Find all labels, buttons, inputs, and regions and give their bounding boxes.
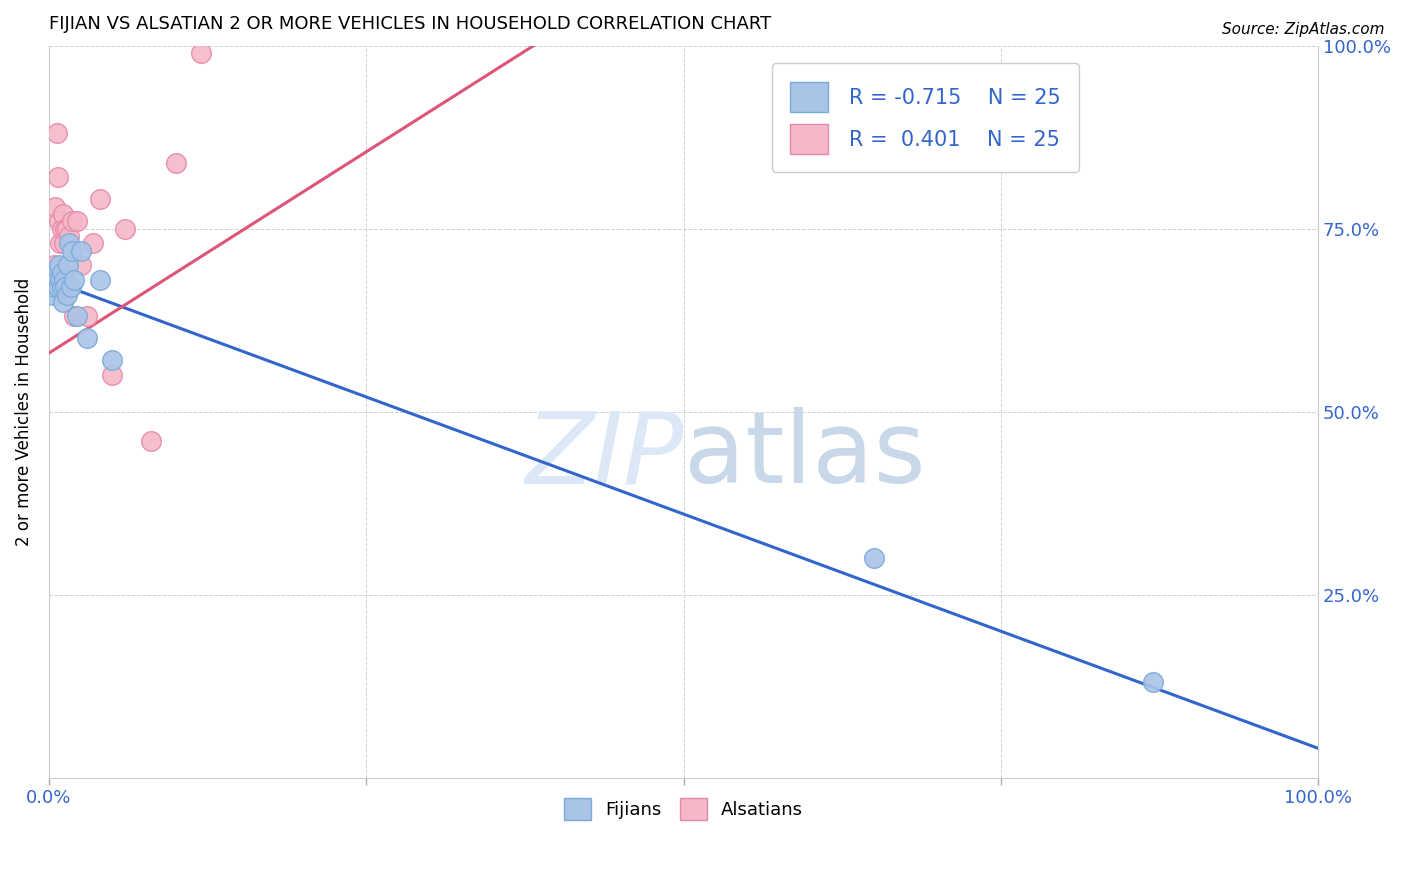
- Point: [63, 310, 86, 324]
- Point: [69, 258, 91, 272]
- Legend: Fijians, Alsatians: Fijians, Alsatians: [557, 790, 810, 827]
- Point: [46, 280, 69, 294]
- Point: [42, 280, 65, 294]
- Point: [48, 214, 70, 228]
- Point: [45, 127, 67, 141]
- Point: [52, 294, 75, 309]
- Point: [55, 287, 77, 301]
- Point: [58, 236, 80, 251]
- Point: [63, 273, 86, 287]
- Point: [56, 258, 79, 272]
- Y-axis label: 2 or more Vehicles in Household: 2 or more Vehicles in Household: [15, 277, 32, 546]
- Point: [55, 280, 77, 294]
- Point: [101, 353, 124, 368]
- Point: [42, 287, 65, 301]
- Point: [53, 236, 76, 251]
- Point: [49, 273, 72, 287]
- Point: [51, 280, 73, 294]
- Point: [89, 193, 111, 207]
- Point: [101, 368, 124, 382]
- Point: [44, 266, 66, 280]
- Point: [66, 310, 89, 324]
- Point: [190, 45, 212, 60]
- Point: [49, 236, 72, 251]
- Point: [89, 273, 111, 287]
- Point: [82, 236, 104, 251]
- Point: [45, 273, 67, 287]
- Point: [114, 221, 136, 235]
- Point: [53, 273, 76, 287]
- Point: [66, 214, 89, 228]
- Point: [165, 155, 187, 169]
- Text: Source: ZipAtlas.com: Source: ZipAtlas.com: [1222, 22, 1385, 37]
- Text: atlas: atlas: [683, 407, 925, 504]
- Point: [60, 214, 83, 228]
- Point: [44, 200, 66, 214]
- Point: [55, 221, 77, 235]
- Point: [42, 273, 65, 287]
- Text: ZIP: ZIP: [526, 407, 683, 504]
- Point: [59, 280, 82, 294]
- Point: [46, 170, 69, 185]
- Point: [55, 221, 77, 235]
- Point: [863, 551, 886, 566]
- Point: [48, 258, 70, 272]
- Point: [60, 244, 83, 258]
- Point: [76, 331, 98, 345]
- Point: [51, 266, 73, 280]
- Point: [58, 229, 80, 244]
- Point: [51, 221, 73, 235]
- Point: [42, 258, 65, 272]
- Point: [52, 207, 75, 221]
- Point: [69, 244, 91, 258]
- Text: FIJIAN VS ALSATIAN 2 OR MORE VEHICLES IN HOUSEHOLD CORRELATION CHART: FIJIAN VS ALSATIAN 2 OR MORE VEHICLES IN…: [49, 15, 772, 33]
- Point: [1142, 675, 1164, 690]
- Point: [139, 434, 162, 448]
- Point: [76, 310, 98, 324]
